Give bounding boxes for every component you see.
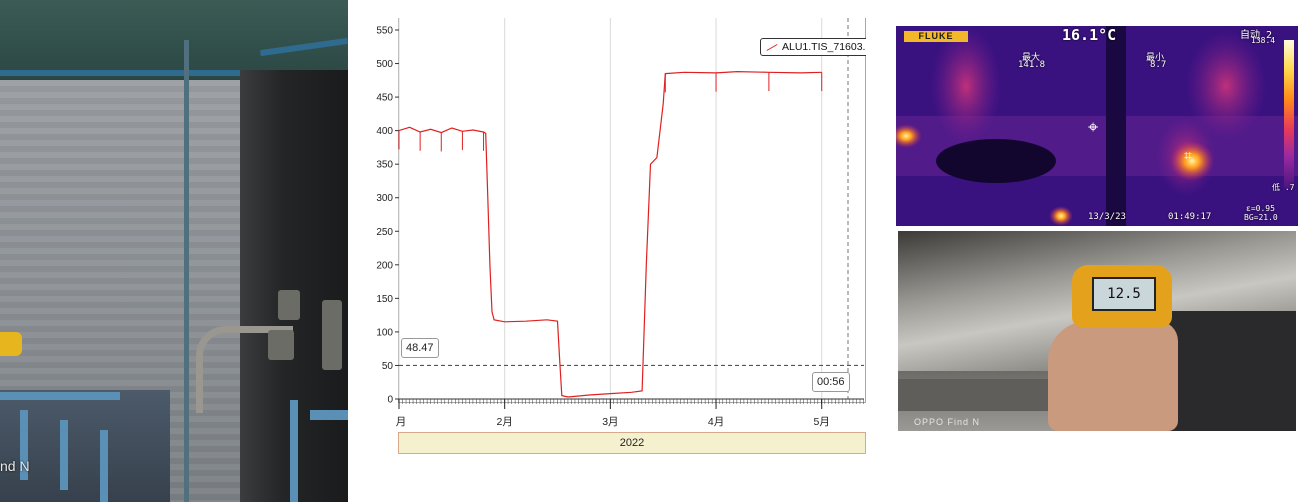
x-tick-label: 4月 — [708, 416, 724, 428]
blue-pipe — [290, 400, 298, 502]
mode-label: 自动 2 — [1240, 30, 1273, 41]
legend-swatch — [766, 43, 778, 51]
blue-pipe — [0, 392, 120, 400]
y-tick-label: 450 — [376, 93, 393, 104]
y-tick-label: 0 — [387, 395, 393, 406]
valve — [268, 330, 294, 360]
ir-thermometer-photo: 12.5 OPPO Find N — [898, 231, 1296, 431]
y-tick-label: 350 — [376, 160, 393, 171]
scale-max: 138.4 — [1251, 36, 1276, 45]
x-tick-label: 2月 — [497, 416, 513, 428]
max-value: 141.8 — [1018, 60, 1046, 70]
hand — [1048, 321, 1178, 431]
photo-watermark: OPPO Find N — [914, 417, 981, 427]
blue-pipe — [310, 410, 348, 420]
curved-pipe — [196, 326, 293, 413]
y-tick-label: 200 — [376, 260, 393, 271]
plot-area — [398, 18, 866, 403]
year-axis-band: 2022 — [398, 432, 866, 454]
thermometer-display: 12.5 — [1092, 277, 1156, 311]
max-label: 最大 — [1022, 53, 1041, 63]
yellow-fixture — [0, 332, 22, 356]
series-line — [398, 70, 822, 398]
blue-pipe — [100, 430, 108, 502]
furnace-wall-photo: nd N — [0, 0, 348, 502]
y-tick-label: 100 — [376, 327, 393, 338]
legend-label: ALU1.TIS_71603.PV — [782, 41, 866, 53]
y-tick-label: 150 — [376, 294, 393, 305]
blue-pipe — [20, 410, 28, 480]
background-temp: BG=21.0 — [1244, 213, 1278, 222]
blue-pipe — [60, 420, 68, 490]
y-tick-label: 250 — [376, 227, 393, 238]
capture-date: 13/3/23 — [1088, 212, 1126, 222]
min-label: 最小 — [1146, 53, 1165, 63]
fluke-logo: FLUKE — [904, 31, 968, 42]
vertical-pipe — [184, 40, 189, 502]
floor-area — [0, 390, 170, 502]
y-tick-label: 50 — [382, 361, 394, 372]
hot-marker-icon: ⌗ — [1184, 147, 1192, 163]
thermal-scene — [896, 26, 1298, 226]
photo-watermark: nd N — [0, 458, 30, 474]
color-scale-bar — [1284, 40, 1294, 188]
chart-canvas: 0 50 100 150 200 250 300 350 400 450 500 550 月 2月 3月 4月… — [376, 18, 864, 428]
emissivity: ε=0.95 — [1246, 204, 1275, 213]
scale-low: 低 .7 — [1272, 183, 1295, 192]
y-tick-label: 550 — [376, 26, 393, 37]
x-tick-label: 月 — [396, 416, 407, 428]
cursor-time-label: 00:56 — [812, 372, 850, 392]
valve — [322, 300, 342, 370]
x-tick-label: 3月 — [602, 416, 618, 428]
y-tick-label: 400 — [376, 126, 393, 137]
x-tick-label: 5月 — [814, 416, 830, 428]
legend[interactable]: ALU1.TIS_71603.PV — [760, 38, 866, 56]
cursor-value-label: 48.47 — [401, 338, 439, 358]
temperature-trend-chart: 0 50 100 150 200 250 300 350 400 450 500 550 月 2月 3月 4月… — [372, 18, 866, 462]
center-crosshair-icon: ⌖ — [1088, 117, 1099, 137]
min-value: 8.7 — [1150, 60, 1167, 70]
thermal-image: FLUKE 16.1°C 自动 2 138.4 最大 141.8 最小 8.7 … — [896, 26, 1298, 226]
center-temperature: 16.1°C — [1062, 26, 1117, 44]
ir-thermometer: 12.5 — [1072, 265, 1172, 327]
roof-beam — [0, 70, 280, 76]
valve — [278, 290, 300, 320]
capture-time: 01:49:17 — [1168, 212, 1212, 222]
y-tick-label: 300 — [376, 193, 393, 204]
y-tick-label: 500 — [376, 59, 393, 70]
